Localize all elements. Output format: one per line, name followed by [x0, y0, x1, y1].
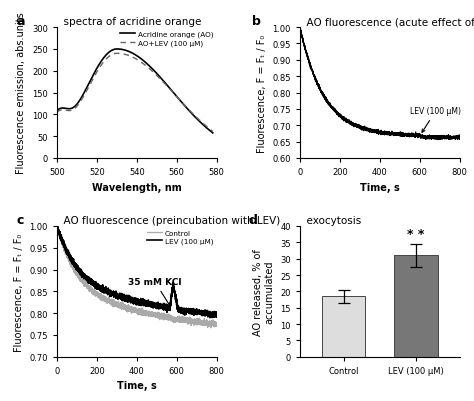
- Text: b: b: [252, 15, 261, 28]
- AO+LEV (100 μM): [146, 67, 152, 71]
- Y-axis label: Fluorescence emission, abs.units: Fluorescence emission, abs.units: [17, 13, 27, 174]
- AO+LEV (100 μM): [54, 111, 60, 115]
- Bar: [322, 297, 365, 357]
- Control: [121, 304, 127, 308]
- X-axis label: Time, s: Time, s: [117, 381, 157, 391]
- LEV (100 μM): [122, 296, 128, 301]
- LEV (100 μM): [54, 222, 60, 227]
- Acridine orange (AO): [54, 109, 60, 114]
- Control: [201, 321, 207, 326]
- AO+LEV (100 μM): [114, 52, 120, 57]
- LEV (100 μM): [209, 312, 215, 316]
- Text: 35 mM KCl: 35 mM KCl: [128, 277, 182, 306]
- LEV (100 μM): [170, 283, 176, 288]
- Acridine orange (AO): [94, 67, 100, 71]
- Line: Control: Control: [57, 226, 217, 328]
- Acridine orange (AO): [146, 64, 152, 69]
- Text: * *: * *: [408, 227, 425, 241]
- Acridine orange (AO): [158, 77, 164, 81]
- Text: spectra of acridine orange: spectra of acridine orange: [57, 17, 201, 27]
- Text: LEV (100 μM): LEV (100 μM): [410, 107, 461, 133]
- Text: AO fluorescence (preincubation with LEV): AO fluorescence (preincubation with LEV): [57, 216, 280, 226]
- Text: c: c: [17, 213, 24, 226]
- Legend: Control, LEV (100 μM): Control, LEV (100 μM): [147, 230, 213, 245]
- LEV (100 μM): [130, 297, 136, 302]
- Control: [209, 318, 215, 323]
- Acridine orange (AO): [82, 90, 87, 95]
- Control: [122, 306, 128, 311]
- Acridine orange (AO): [114, 47, 120, 52]
- Y-axis label: AO released, % of
accumulated: AO released, % of accumulated: [253, 248, 275, 335]
- Bar: [394, 256, 438, 357]
- X-axis label: Wavelength, nm: Wavelength, nm: [92, 182, 182, 192]
- LEV (100 μM): [207, 316, 213, 320]
- Control: [130, 308, 136, 313]
- Control: [54, 226, 60, 231]
- AO+LEV (100 μM): [125, 54, 130, 59]
- Control: [214, 322, 219, 326]
- Control: [208, 326, 214, 330]
- Text: exocytosis: exocytosis: [300, 216, 361, 226]
- Text: a: a: [17, 15, 26, 28]
- Text: AO fluorescence (acute effect of LEV): AO fluorescence (acute effect of LEV): [300, 17, 474, 27]
- Legend: Acridine orange (AO), AO+LEV (100 μM): Acridine orange (AO), AO+LEV (100 μM): [120, 32, 213, 47]
- AO+LEV (100 μM): [210, 130, 216, 134]
- LEV (100 μM): [55, 221, 60, 226]
- LEV (100 μM): [121, 292, 127, 297]
- LEV (100 μM): [214, 312, 219, 317]
- Text: d: d: [249, 213, 257, 226]
- X-axis label: Time, s: Time, s: [360, 182, 400, 192]
- Y-axis label: Fluorescence, F = Fₜ / F₀: Fluorescence, F = Fₜ / F₀: [14, 233, 24, 350]
- Line: AO+LEV (100 μM): AO+LEV (100 μM): [57, 54, 213, 132]
- Acridine orange (AO): [125, 49, 130, 54]
- AO+LEV (100 μM): [82, 93, 87, 98]
- Line: LEV (100 μM): LEV (100 μM): [57, 224, 217, 318]
- Line: Acridine orange (AO): Acridine orange (AO): [57, 50, 213, 134]
- AO+LEV (100 μM): [172, 93, 177, 97]
- Acridine orange (AO): [172, 92, 177, 97]
- AO+LEV (100 μM): [94, 70, 100, 75]
- Y-axis label: Fluorescence, F = Fₜ / F₀: Fluorescence, F = Fₜ / F₀: [257, 34, 267, 152]
- AO+LEV (100 μM): [158, 78, 164, 83]
- Control: [55, 223, 60, 228]
- Control: [170, 318, 176, 323]
- Acridine orange (AO): [210, 131, 216, 136]
- LEV (100 μM): [201, 313, 207, 318]
